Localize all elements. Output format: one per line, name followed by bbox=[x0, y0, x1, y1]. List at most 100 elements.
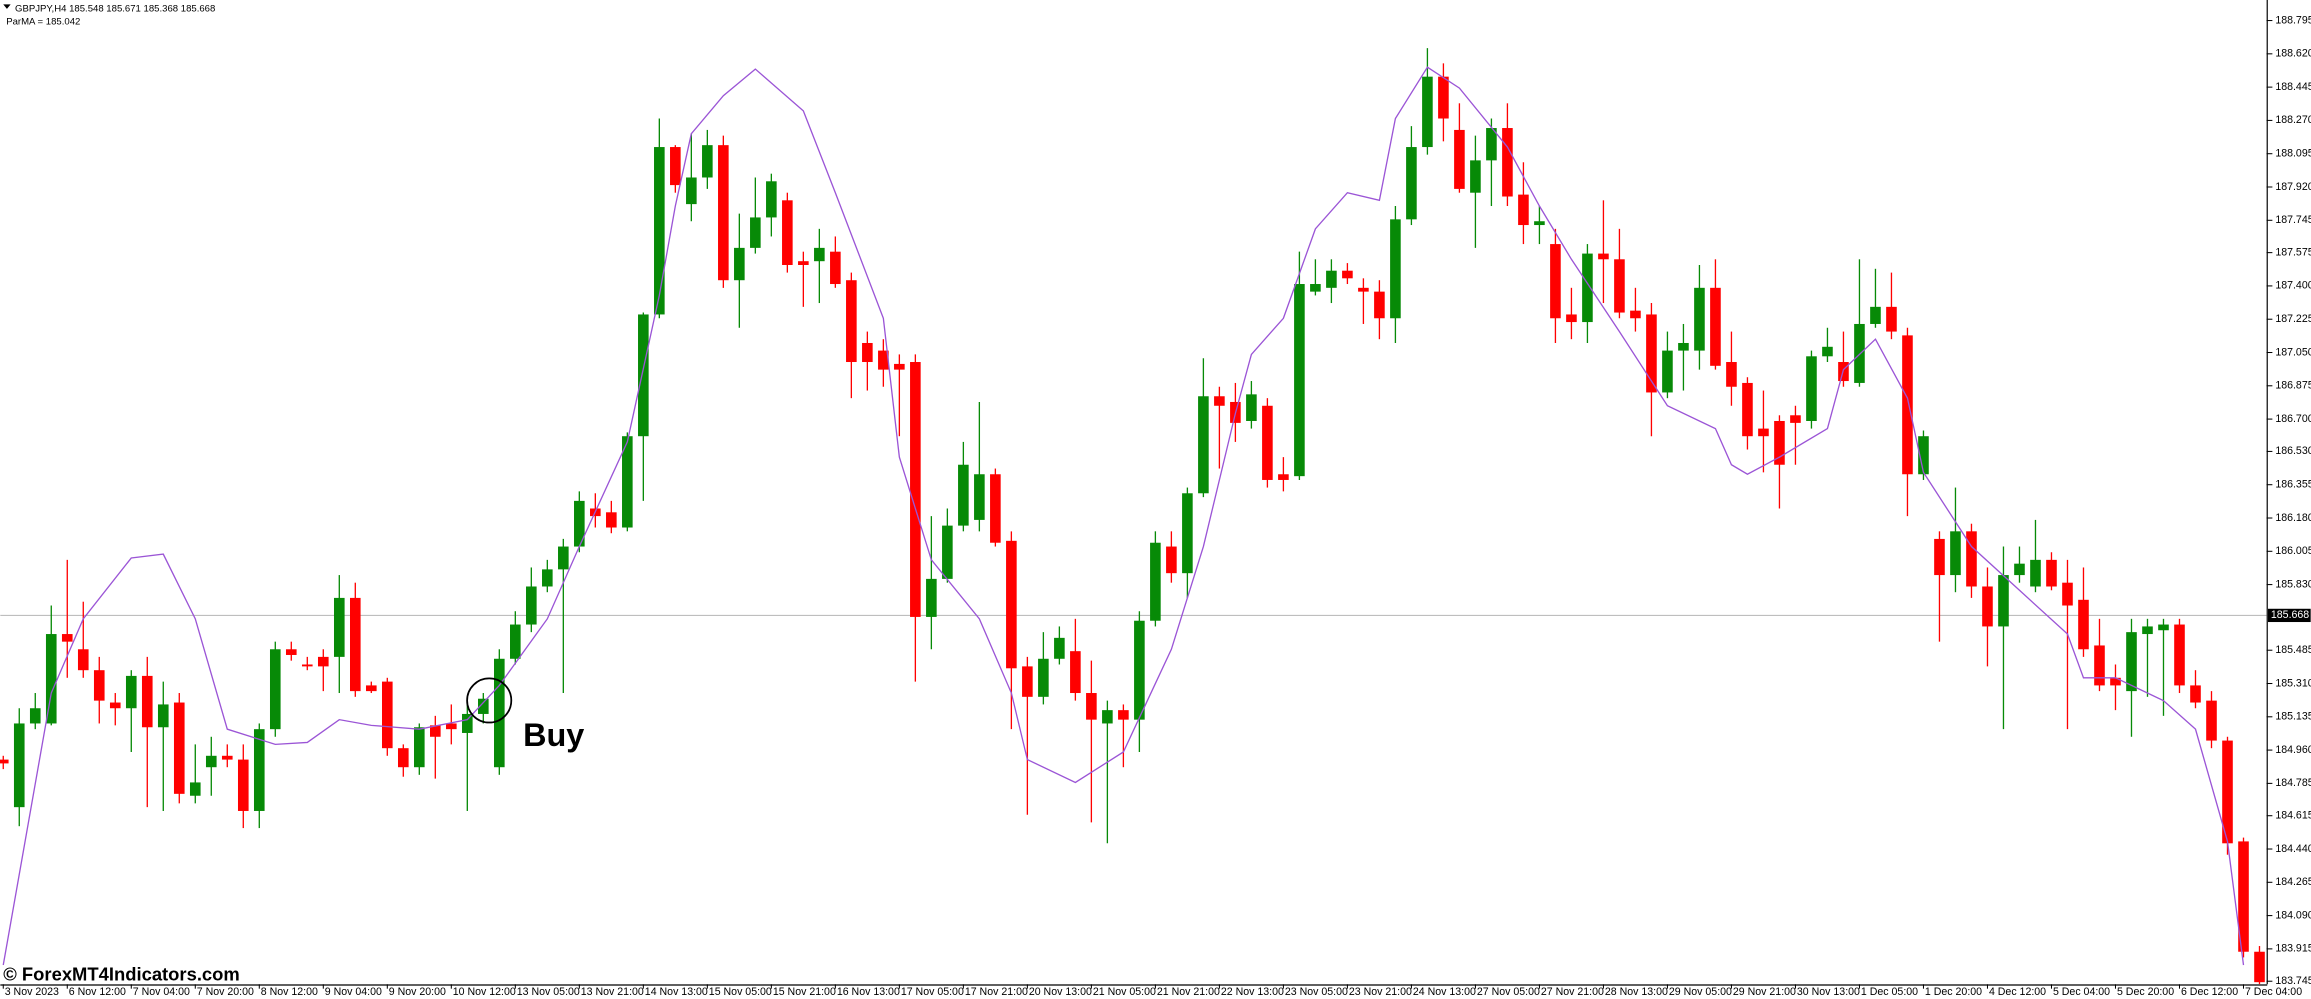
candle-body bbox=[1294, 284, 1305, 477]
y-tick-label: 186.355 bbox=[2275, 479, 2311, 491]
candle-body bbox=[846, 280, 857, 363]
candle-body bbox=[1262, 405, 1273, 480]
x-tick-label: 8 Nov 12:00 bbox=[261, 986, 318, 998]
candle-body bbox=[2174, 624, 2185, 686]
candle-body bbox=[654, 147, 665, 315]
candle-body bbox=[1566, 314, 1577, 323]
candle-body bbox=[414, 727, 425, 768]
y-tick-label: 185.310 bbox=[2275, 677, 2311, 689]
candle-body bbox=[638, 314, 649, 437]
candle-body bbox=[1646, 314, 1657, 393]
y-tick-label: 187.745 bbox=[2275, 214, 2311, 226]
candle-body bbox=[2126, 632, 2137, 692]
y-tick-label: 188.095 bbox=[2275, 148, 2311, 160]
candle-body bbox=[1822, 346, 1833, 357]
candle-body bbox=[526, 586, 537, 625]
x-tick-label: 5 Dec 04:00 bbox=[2053, 986, 2110, 998]
y-tick-label: 184.960 bbox=[2275, 744, 2311, 756]
candle-body bbox=[990, 474, 1001, 543]
x-tick-label: 15 Nov 05:00 bbox=[709, 986, 772, 998]
candle-body bbox=[397, 748, 409, 768]
y-tick-label: 186.875 bbox=[2275, 380, 2311, 392]
candle-body bbox=[2238, 841, 2249, 952]
candle-body bbox=[1134, 620, 1145, 720]
candle-body bbox=[574, 500, 585, 547]
candle-body bbox=[1038, 658, 1049, 697]
candle-body bbox=[878, 350, 889, 370]
x-tick-label: 15 Nov 21:00 bbox=[773, 986, 836, 998]
y-tick-label: 188.795 bbox=[2275, 14, 2311, 26]
candle-body bbox=[430, 725, 441, 737]
candle-body bbox=[942, 525, 953, 579]
y-tick-label: 187.920 bbox=[2275, 181, 2311, 193]
candle-body bbox=[1518, 194, 1529, 226]
candle-body bbox=[1326, 270, 1337, 288]
candle-body bbox=[1102, 710, 1113, 724]
header-arrow bbox=[3, 4, 11, 9]
candle-body bbox=[2046, 559, 2057, 587]
x-tick-label: 28 Nov 13:00 bbox=[1605, 986, 1668, 998]
candle-body bbox=[1742, 382, 1753, 437]
symbol-header: GBPJPY,H4 185.548 185.671 185.368 185.66… bbox=[15, 3, 215, 14]
y-tick-label: 187.050 bbox=[2275, 346, 2311, 358]
x-tick-label: 6 Nov 12:00 bbox=[69, 986, 126, 998]
candle-body bbox=[301, 664, 313, 667]
candle-body bbox=[221, 755, 233, 760]
candle-body bbox=[1166, 546, 1177, 574]
y-tick-label: 184.785 bbox=[2275, 777, 2311, 789]
candle-body bbox=[1438, 76, 1449, 119]
y-tick-label: 188.620 bbox=[2275, 48, 2311, 60]
candle-body bbox=[2158, 624, 2169, 631]
candle-body bbox=[926, 578, 937, 617]
candle-body bbox=[45, 634, 57, 724]
candle-body bbox=[2222, 740, 2233, 844]
candle-body bbox=[494, 658, 505, 768]
candle-body bbox=[1854, 323, 1865, 383]
candle-body bbox=[1582, 253, 1593, 323]
candle-body bbox=[1022, 666, 1033, 697]
candle-body bbox=[974, 474, 985, 520]
candle-body bbox=[77, 649, 89, 671]
x-tick-label: 7 Dec 04:00 bbox=[2245, 986, 2302, 998]
x-tick-label: 27 Nov 05:00 bbox=[1477, 986, 1540, 998]
candle-body bbox=[141, 675, 153, 728]
buy-circle bbox=[466, 677, 513, 724]
candle-body bbox=[2142, 626, 2153, 635]
parma-line bbox=[2, 66, 2245, 966]
candle-body bbox=[29, 708, 41, 724]
candle-body bbox=[189, 782, 201, 796]
x-tick-label: 5 Dec 20:00 bbox=[2117, 986, 2174, 998]
candle-body bbox=[13, 723, 25, 808]
x-tick-label: 7 Nov 04:00 bbox=[133, 986, 190, 998]
y-tick-label: 187.400 bbox=[2275, 280, 2311, 292]
candle-body bbox=[718, 145, 729, 281]
candle-body bbox=[1966, 531, 1977, 587]
candle-body bbox=[798, 261, 809, 265]
candle-body bbox=[381, 681, 393, 749]
y-tick-label: 183.915 bbox=[2275, 943, 2311, 955]
x-tick-label: 7 Nov 20:00 bbox=[197, 986, 254, 998]
candle-body bbox=[1406, 147, 1417, 220]
candle-body bbox=[1198, 396, 1209, 494]
x-tick-label: 6 Dec 12:00 bbox=[2181, 986, 2238, 998]
candle-body bbox=[1278, 474, 1289, 480]
candle-body bbox=[1774, 420, 1785, 465]
candle-body bbox=[269, 649, 281, 730]
candle-body bbox=[1486, 128, 1497, 161]
x-tick-label: 30 Nov 13:00 bbox=[1797, 986, 1860, 998]
x-tick-label: 10 Nov 12:00 bbox=[453, 986, 516, 998]
candle-body bbox=[317, 656, 329, 667]
candle-body bbox=[1054, 637, 1065, 659]
candle-body bbox=[109, 702, 121, 709]
candle-body bbox=[253, 729, 265, 811]
x-tick-label: 9 Nov 04:00 bbox=[325, 986, 382, 998]
candle-body bbox=[446, 723, 457, 730]
candle-body bbox=[734, 247, 745, 281]
candle-body bbox=[2206, 700, 2217, 741]
x-tick-label: 29 Nov 21:00 bbox=[1733, 986, 1796, 998]
candle-body bbox=[702, 145, 713, 178]
candle-body bbox=[750, 217, 761, 248]
candle-body bbox=[1246, 394, 1257, 421]
y-tick-label: 184.090 bbox=[2275, 909, 2311, 921]
